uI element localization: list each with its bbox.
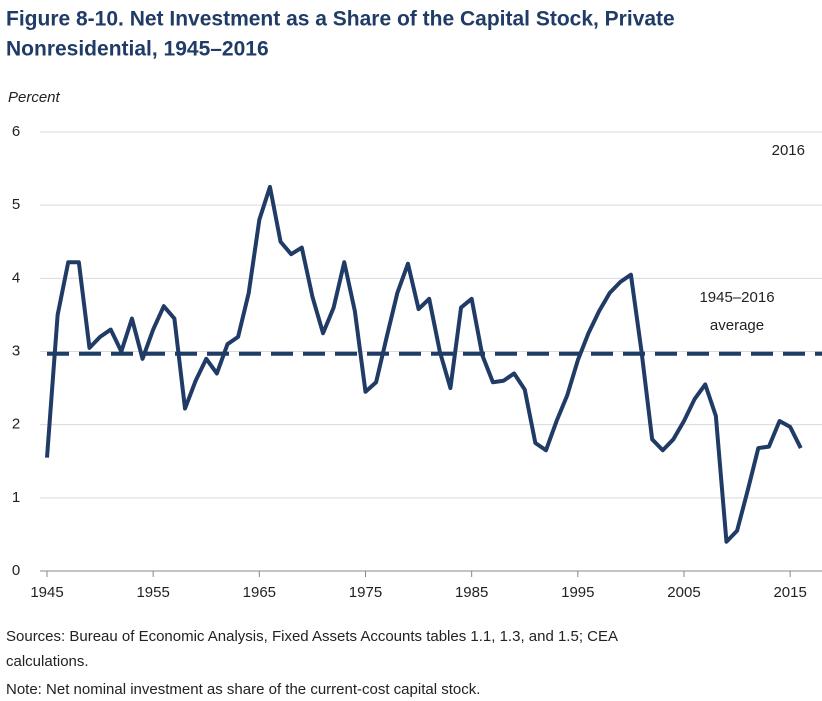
x-tick-label: 1995 bbox=[561, 584, 594, 601]
y-axis-label: Percent bbox=[8, 89, 61, 106]
sources: Sources: Bureau of Economic Analysis, Fi… bbox=[6, 628, 618, 645]
y-tick-label: 6 bbox=[12, 123, 20, 140]
y-tick-label: 4 bbox=[12, 269, 20, 286]
x-tick-label: 1945 bbox=[30, 584, 63, 601]
x-tick-label: 2005 bbox=[667, 584, 700, 601]
average-label: 1945–2016 bbox=[699, 289, 774, 306]
sources: calculations. bbox=[6, 653, 89, 670]
x-tick-label: 2015 bbox=[773, 584, 806, 601]
chart-title: Nonresidential, 1945–2016 bbox=[6, 38, 269, 61]
y-tick-label: 2 bbox=[12, 416, 20, 433]
x-tick-label: 1955 bbox=[136, 584, 169, 601]
x-tick-label: 1965 bbox=[243, 584, 276, 601]
y-tick-label: 1 bbox=[12, 489, 20, 506]
data-line bbox=[45, 184, 803, 544]
average-label: average bbox=[710, 317, 764, 334]
y-tick-label: 3 bbox=[12, 342, 20, 359]
chart-title: Figure 8-10. Net Investment as a Share o… bbox=[6, 8, 675, 31]
annotation: 2016 bbox=[772, 142, 805, 159]
x-tick-label: 1985 bbox=[455, 584, 488, 601]
x-tick-label: 1975 bbox=[349, 584, 382, 601]
y-tick-label: 5 bbox=[12, 196, 20, 213]
y-tick-label: 0 bbox=[12, 562, 20, 579]
note: Note: Net nominal investment as share of… bbox=[6, 681, 480, 698]
